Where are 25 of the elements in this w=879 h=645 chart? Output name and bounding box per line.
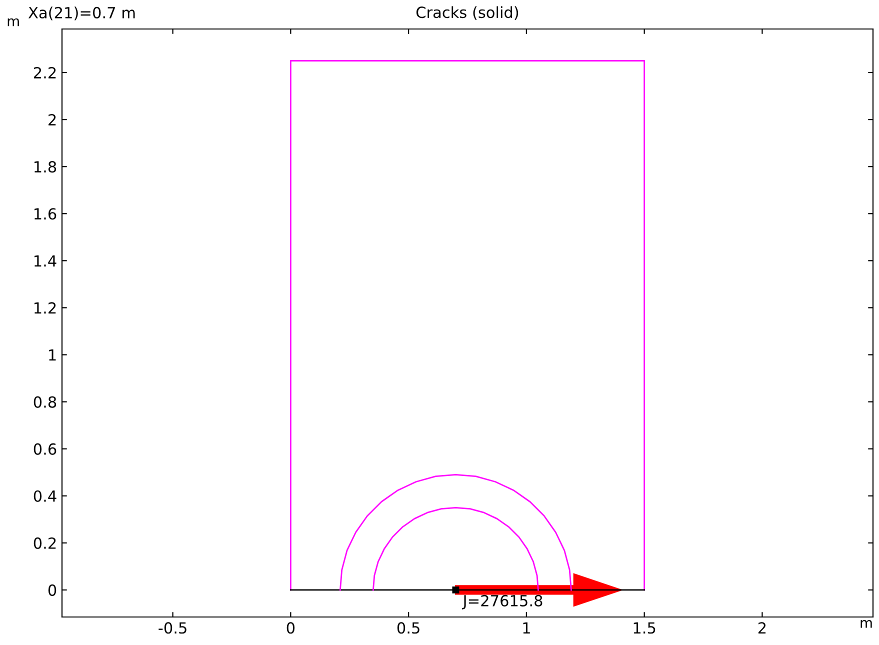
- line-series: [339, 474, 572, 591]
- annotation: J=27615.8: [462, 594, 542, 610]
- x-tick-label: -0.5: [158, 622, 186, 634]
- x-axis-title: m: [860, 620, 872, 628]
- y-tick-label: 1: [49, 349, 56, 361]
- y-tick-label: 1.6: [34, 208, 56, 220]
- y-tick-label: 0.4: [34, 490, 56, 502]
- x-tick-label: 0: [286, 622, 295, 634]
- y-tick-label: 0.8: [34, 396, 56, 408]
- y-tick-label: 2.2: [34, 66, 56, 78]
- chart-title: Cracks (solid): [416, 6, 518, 20]
- x-tick-label: 2: [758, 622, 766, 634]
- y-tick-label: 1.2: [34, 302, 56, 314]
- y-tick-label: 1.8: [34, 161, 56, 173]
- line-series: [372, 506, 539, 591]
- x-tick-label: 1: [523, 622, 530, 634]
- text: Xa(21)=0.7 m: [28, 6, 135, 20]
- y-tick-label: 0: [48, 584, 56, 596]
- y-tick-label: 0.2: [34, 537, 56, 549]
- y-axis-title: m: [8, 18, 19, 26]
- y-tick-label: 1.4: [34, 255, 56, 266]
- x-tick-label: 1.5: [634, 622, 656, 634]
- x-tick-label: 0.5: [397, 622, 420, 634]
- y-tick-label: 2: [48, 114, 56, 126]
- y-tick-label: 0.6: [34, 443, 56, 455]
